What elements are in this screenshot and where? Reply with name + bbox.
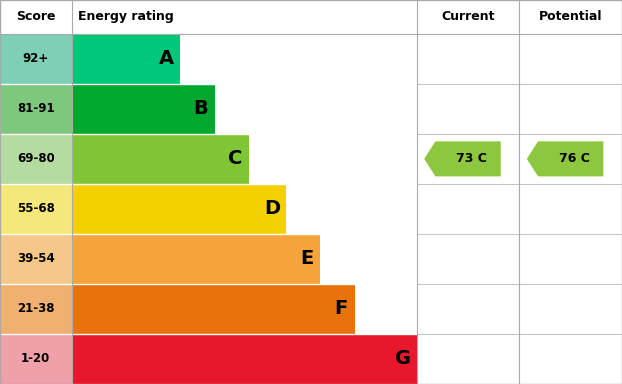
Bar	[0, 84, 72, 134]
Bar	[417, 184, 622, 234]
Bar	[72, 84, 215, 134]
Text: A: A	[159, 49, 174, 68]
Text: 76 C: 76 C	[559, 152, 590, 166]
Bar	[417, 284, 622, 334]
Bar	[0, 134, 72, 184]
Bar	[417, 134, 622, 184]
Bar	[417, 234, 622, 284]
Text: 73 C: 73 C	[457, 152, 487, 166]
Bar	[0, 234, 72, 284]
Bar	[417, 334, 622, 384]
Polygon shape	[424, 141, 501, 176]
Text: Energy rating: Energy rating	[78, 10, 174, 23]
Text: Potential: Potential	[539, 10, 603, 23]
Text: 92+: 92+	[22, 52, 49, 65]
Bar	[0, 0, 622, 34]
Text: D: D	[264, 199, 280, 218]
Text: 21-38: 21-38	[17, 303, 55, 315]
Bar	[417, 84, 622, 134]
Text: Score: Score	[16, 10, 55, 23]
Text: Current: Current	[441, 10, 495, 23]
Text: B: B	[193, 99, 208, 118]
Bar	[72, 334, 417, 384]
Bar	[72, 234, 320, 284]
Text: 81-91: 81-91	[17, 103, 55, 115]
Bar	[0, 284, 72, 334]
Polygon shape	[527, 141, 603, 176]
Bar	[0, 184, 72, 234]
Bar	[72, 284, 355, 334]
Text: 39-54: 39-54	[17, 252, 55, 265]
Bar	[72, 184, 285, 234]
Text: C: C	[228, 149, 243, 168]
Text: 1-20: 1-20	[21, 353, 50, 366]
Text: E: E	[300, 250, 313, 268]
Text: F: F	[334, 300, 348, 318]
Bar	[72, 34, 180, 84]
Text: 55-68: 55-68	[17, 202, 55, 215]
Bar	[0, 334, 72, 384]
Text: 69-80: 69-80	[17, 152, 55, 166]
Text: G: G	[395, 349, 411, 369]
Bar	[417, 34, 622, 84]
Bar	[72, 134, 249, 184]
Bar	[0, 34, 72, 84]
